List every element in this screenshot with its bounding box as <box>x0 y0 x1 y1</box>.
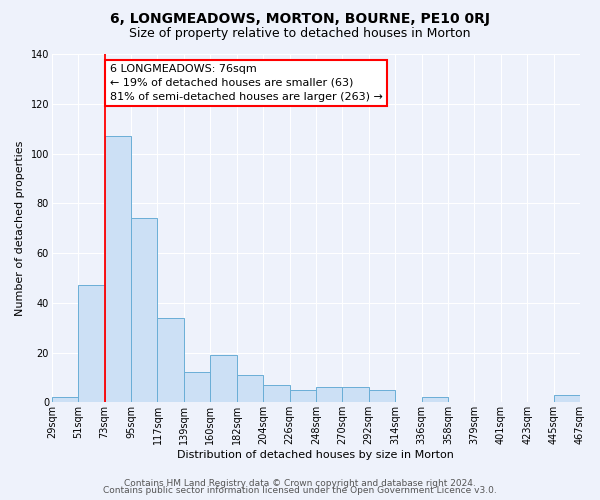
Bar <box>316 388 343 402</box>
Bar <box>104 136 131 402</box>
Text: Contains HM Land Registry data © Crown copyright and database right 2024.: Contains HM Land Registry data © Crown c… <box>124 478 476 488</box>
X-axis label: Distribution of detached houses by size in Morton: Distribution of detached houses by size … <box>178 450 454 460</box>
Bar <box>78 286 104 403</box>
Text: Size of property relative to detached houses in Morton: Size of property relative to detached ho… <box>129 28 471 40</box>
Y-axis label: Number of detached properties: Number of detached properties <box>15 140 25 316</box>
Bar <box>422 398 448 402</box>
Bar <box>263 385 290 402</box>
Bar <box>343 388 369 402</box>
Bar <box>184 372 210 402</box>
Text: 6 LONGMEADOWS: 76sqm
← 19% of detached houses are smaller (63)
81% of semi-detac: 6 LONGMEADOWS: 76sqm ← 19% of detached h… <box>110 64 383 102</box>
Bar <box>210 355 236 403</box>
Bar <box>131 218 157 402</box>
Bar <box>554 395 580 402</box>
Text: 6, LONGMEADOWS, MORTON, BOURNE, PE10 0RJ: 6, LONGMEADOWS, MORTON, BOURNE, PE10 0RJ <box>110 12 490 26</box>
Text: Contains public sector information licensed under the Open Government Licence v3: Contains public sector information licen… <box>103 486 497 495</box>
Bar <box>157 318 184 402</box>
Bar <box>290 390 316 402</box>
Bar <box>52 398 78 402</box>
Bar <box>369 390 395 402</box>
Bar <box>236 375 263 402</box>
